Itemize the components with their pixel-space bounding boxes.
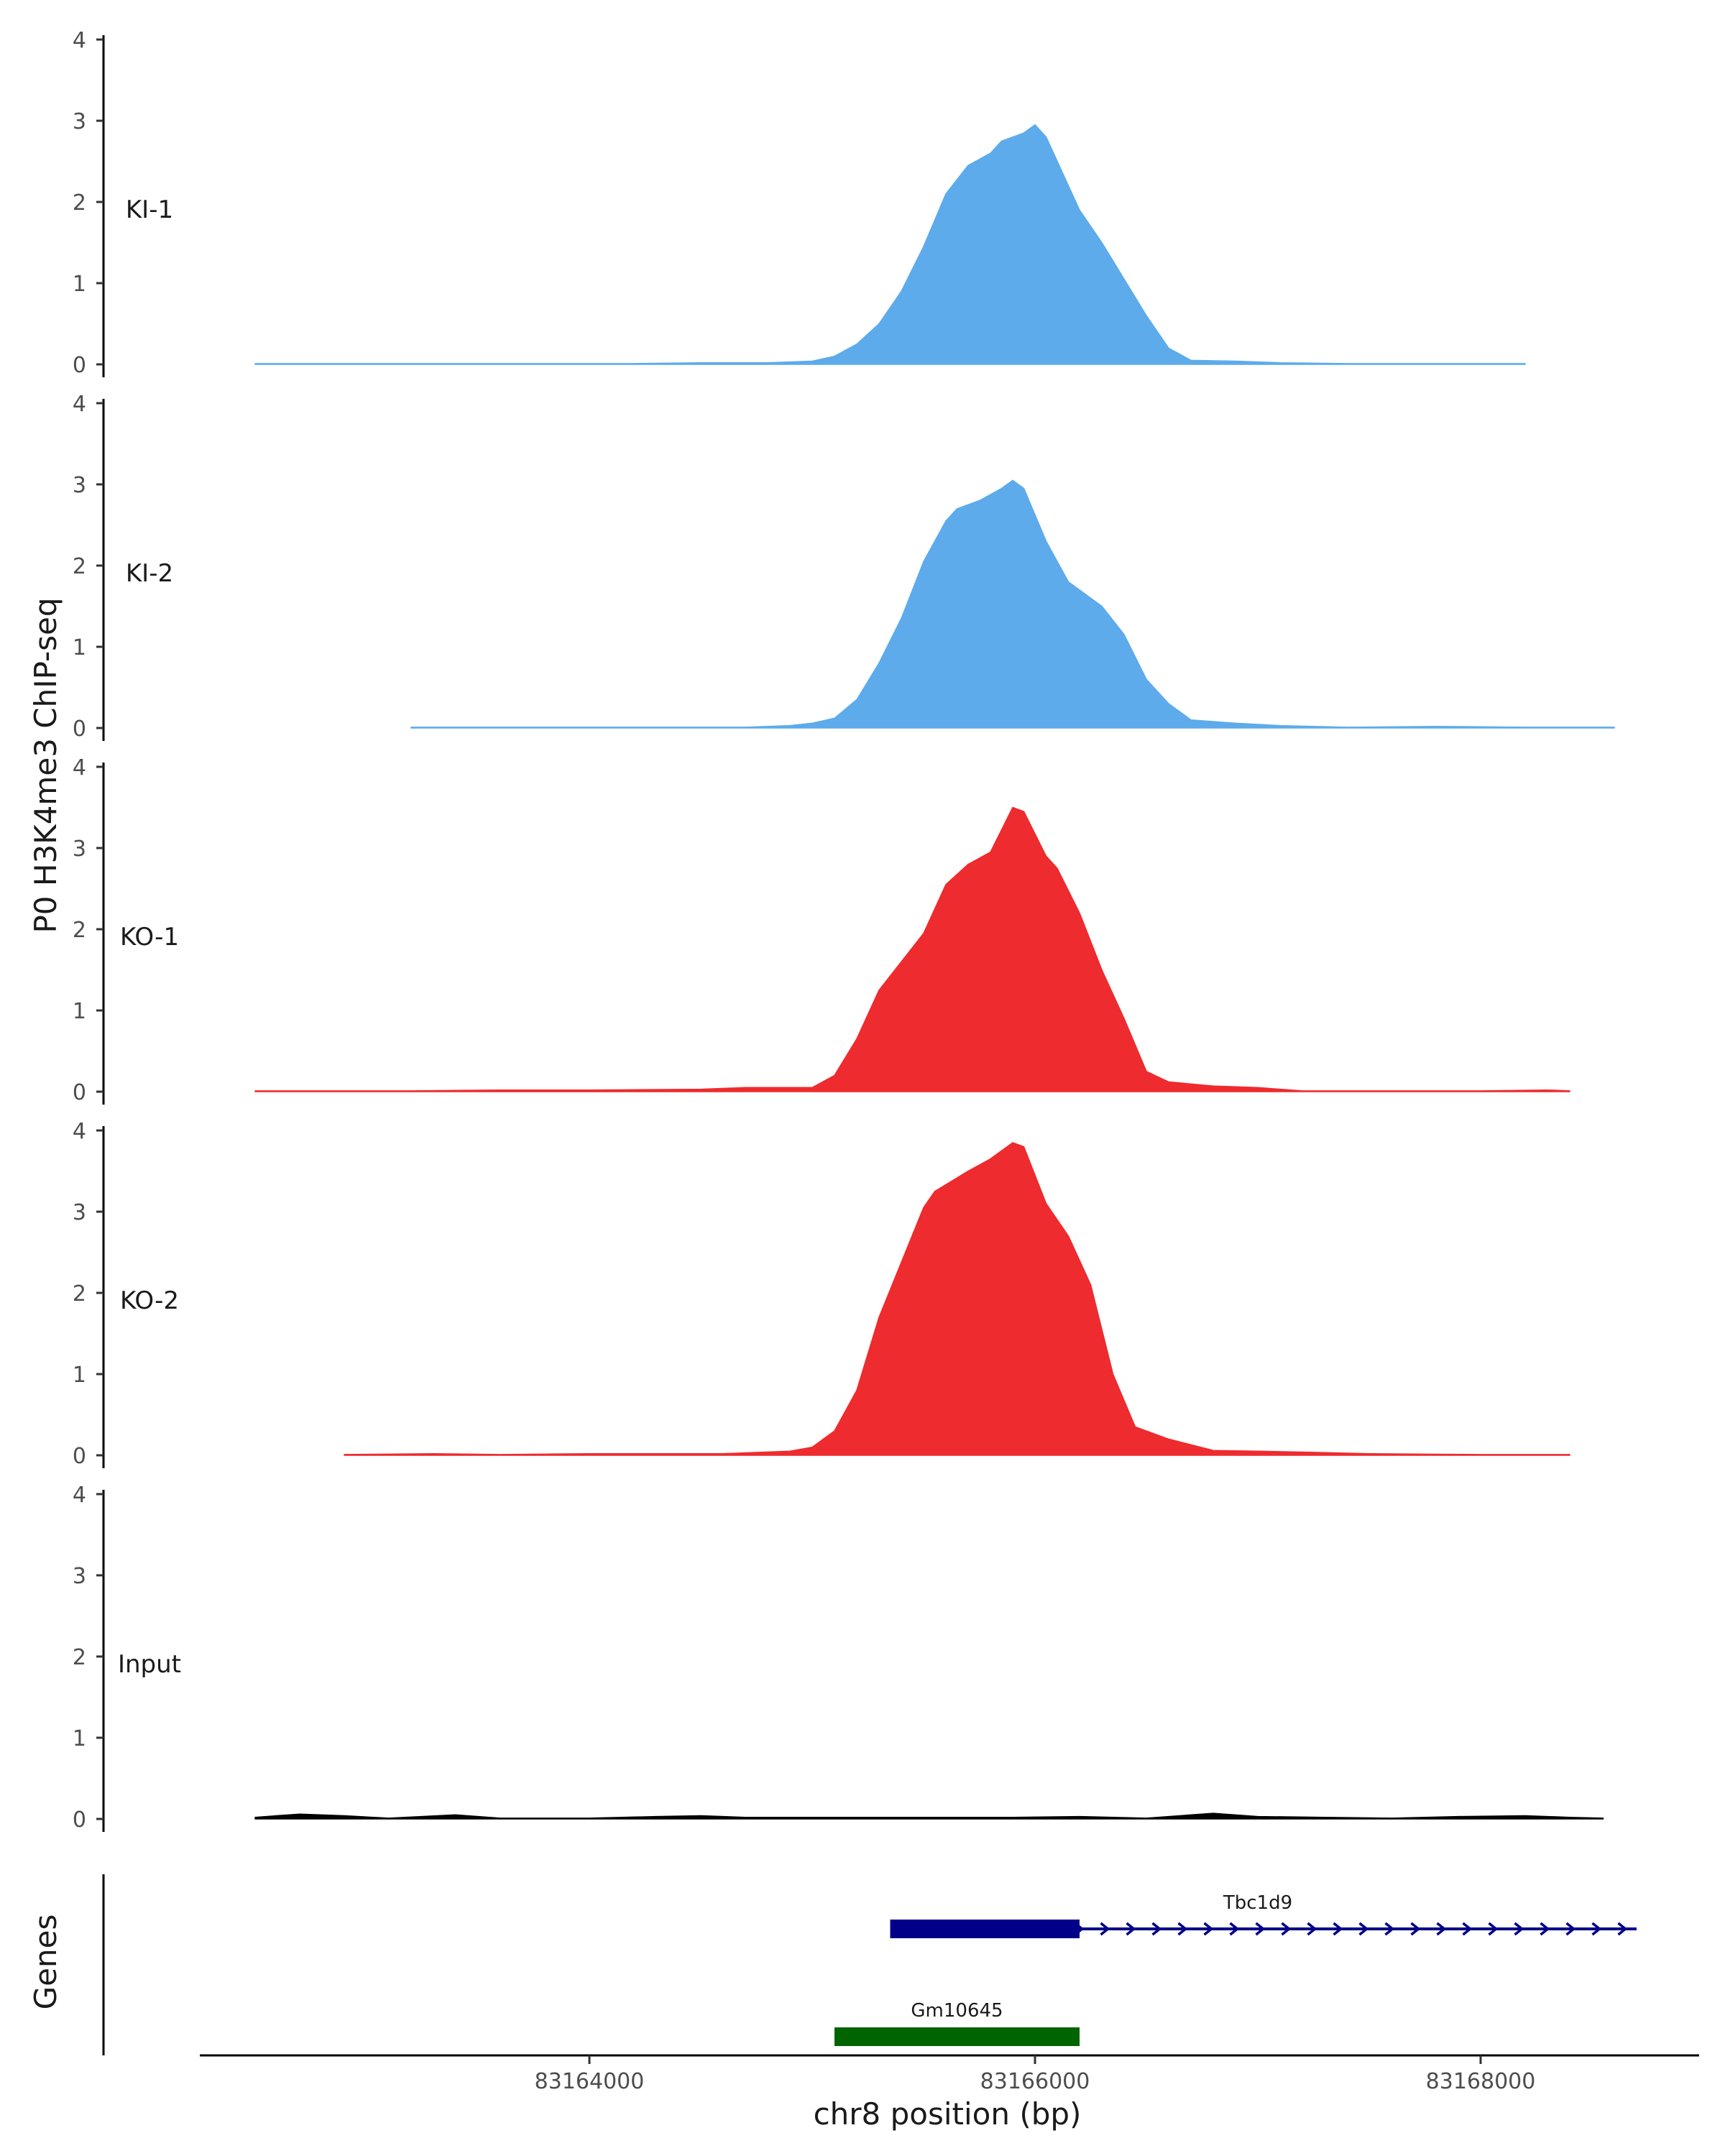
- y-tick-label: 3: [73, 109, 86, 134]
- y-tick-label: 1: [73, 635, 86, 660]
- track-panel-ki-1: 0 1 2 3 4 KI-1: [73, 28, 1526, 378]
- x-tick-label: 83168000: [1426, 2069, 1536, 2094]
- x-tick-label: 83164000: [535, 2069, 645, 2094]
- genes-layer: 83164000 83166000 83168000 Tbc1d9 Gm10645: [102, 1874, 1699, 2094]
- track-panel-ki-2: 0 1 2 3 4 KI-2: [73, 392, 1615, 742]
- y-tick-label: 2: [73, 554, 86, 579]
- track-label: KO-2: [120, 1286, 179, 1315]
- strand-arrow-icon: [1591, 1922, 1602, 1936]
- y-tick-label: 4: [73, 28, 86, 53]
- y-tick-label: 2: [73, 918, 86, 943]
- strand-arrow-icon: [1384, 1922, 1395, 1936]
- y-axis-title: P0 H3K4me3 ChIP-seq: [28, 597, 63, 933]
- track-label: KI-1: [126, 195, 173, 224]
- strand-arrow-icon: [1488, 1922, 1499, 1936]
- y-tick-label: 1: [73, 272, 86, 297]
- strand-arrow-icon: [1307, 1922, 1317, 1936]
- y-tick-label: 4: [73, 1483, 86, 1508]
- y-tick-label: 0: [73, 1080, 86, 1105]
- signal-area-ko-2: [344, 1142, 1570, 1456]
- gene-exon: [834, 2027, 1080, 2046]
- y-tick-label: 4: [73, 1119, 86, 1144]
- x-axis-title: chr8 position (bp): [814, 2096, 1082, 2132]
- gene-gm10645: Gm10645: [834, 2000, 1080, 2046]
- strand-arrow-icon: [1436, 1922, 1447, 1936]
- strand-arrow-icon: [1151, 1922, 1162, 1936]
- gene-label: Tbc1d9: [1223, 1892, 1292, 1914]
- strand-arrow-icon: [1229, 1922, 1240, 1936]
- signal-area-ki-2: [410, 479, 1615, 729]
- strand-arrow-icon: [1410, 1922, 1421, 1936]
- y-tick-label: 2: [73, 1645, 86, 1670]
- strand-arrow-icon: [1333, 1922, 1343, 1936]
- signal-area-ki-1: [254, 124, 1526, 365]
- y-tick-label: 1: [73, 999, 86, 1024]
- y-tick-label: 0: [73, 1444, 86, 1469]
- track-panel-input: 0 1 2 3 4 Input: [73, 1483, 1604, 1833]
- gene-exon: [890, 1920, 1080, 1938]
- signal-area-ko-1: [254, 806, 1570, 1092]
- track-label: KO-1: [120, 923, 179, 952]
- y-tick-label: 0: [73, 353, 86, 378]
- track-label: Input: [118, 1650, 181, 1679]
- strand-arrow-icon: [1255, 1922, 1266, 1936]
- strand-arrow-icon: [1540, 1922, 1550, 1936]
- strand-arrow-icon: [1100, 1922, 1110, 1936]
- y-tick-label: 1: [73, 1726, 86, 1751]
- x-tick-label: 83166000: [980, 2069, 1090, 2094]
- strand-arrow-icon: [1203, 1922, 1214, 1936]
- y-tick-label: 3: [73, 1564, 86, 1589]
- y-tick-label: 3: [73, 473, 86, 498]
- gene-label: Gm10645: [911, 2000, 1003, 2022]
- y-tick-label: 3: [73, 837, 86, 862]
- gene-tbc1d9: Tbc1d9: [890, 1892, 1637, 1938]
- y-tick-label: 0: [73, 1807, 86, 1833]
- signal-area-input: [254, 1812, 1604, 1820]
- strand-arrow-icon: [1462, 1922, 1473, 1936]
- strand-arrow-icon: [1565, 1922, 1576, 1936]
- y-tick-label: 4: [73, 755, 86, 780]
- strand-arrow-icon: [1514, 1922, 1524, 1936]
- strand-arrow-icon: [1358, 1922, 1369, 1936]
- track-label: KI-2: [126, 559, 173, 588]
- y-tick-label: 2: [73, 1281, 86, 1307]
- y-tick-label: 4: [73, 392, 86, 417]
- tracks-layer: 0 1 2 3 4 KI-1 0 1 2 3 4 KI-2 0 1 2 3 4 KO-1 0 1 2 3 4 KO-2 0 1 2 3…: [73, 28, 1615, 1833]
- y-tick-label: 1: [73, 1363, 86, 1388]
- genes-track-title: Genes: [28, 1915, 63, 2010]
- strand-arrow-icon: [1126, 1922, 1136, 1936]
- y-tick-label: 2: [73, 190, 86, 216]
- strand-arrow-icon: [1617, 1922, 1628, 1936]
- strand-arrow-icon: [1281, 1922, 1292, 1936]
- track-panel-ko-1: 0 1 2 3 4 KO-1: [73, 755, 1570, 1105]
- y-tick-label: 3: [73, 1200, 86, 1225]
- y-tick-label: 0: [73, 717, 86, 742]
- strand-arrow-icon: [1177, 1922, 1188, 1936]
- track-panel-ko-2: 0 1 2 3 4 KO-2: [73, 1119, 1570, 1469]
